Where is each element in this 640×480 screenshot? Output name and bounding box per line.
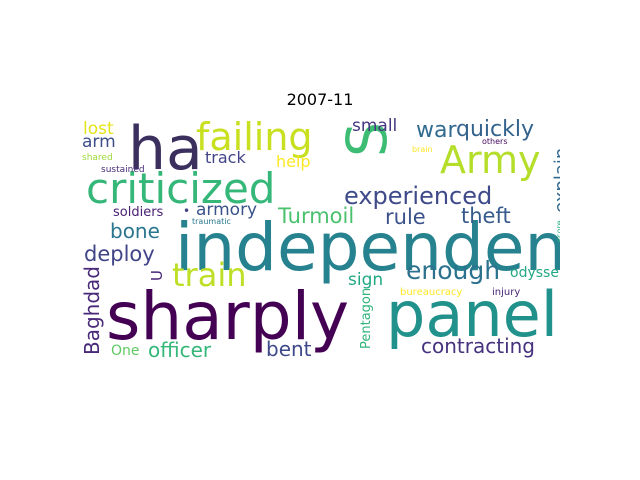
word-deploy: deploy bbox=[84, 242, 155, 266]
word-failing: failing bbox=[196, 118, 313, 159]
word-independent: independent bbox=[175, 209, 560, 286]
word-brain: brain bbox=[412, 145, 433, 154]
word-officer: officer bbox=[148, 338, 212, 362]
word-pentagon: Pentagon bbox=[359, 287, 374, 349]
word-bureaucracy: bureaucracy bbox=[400, 287, 463, 298]
word-arm: arm bbox=[82, 132, 116, 152]
word-enough: enough bbox=[406, 256, 501, 285]
word-contracting: contracting bbox=[421, 334, 535, 358]
word-odyssey: odyssey bbox=[510, 265, 560, 281]
word-armory: armory bbox=[196, 200, 258, 220]
word-sharply: sharply bbox=[106, 278, 350, 355]
word-baghdad: Baghdad bbox=[80, 266, 104, 355]
word-panel: panel bbox=[386, 278, 559, 351]
word-sustained: sustained bbox=[101, 165, 145, 175]
word-ha: ha bbox=[128, 118, 203, 184]
word-traumatic: traumatic bbox=[192, 217, 231, 226]
word-experienced: experienced bbox=[344, 182, 493, 210]
word-lost: lost bbox=[83, 119, 114, 139]
word-shared: shared bbox=[82, 153, 113, 163]
word-injury: injury bbox=[492, 287, 521, 298]
word-army: Army bbox=[440, 138, 541, 182]
word-bent: bent bbox=[266, 337, 312, 361]
word-others: others bbox=[482, 137, 508, 146]
word-explain: explain bbox=[551, 147, 560, 213]
word-track: track bbox=[205, 148, 246, 167]
word-turmoil: Turmoil bbox=[278, 204, 355, 228]
word-war: war bbox=[416, 118, 457, 143]
word-bone: bone bbox=[110, 219, 160, 243]
word-theft: theft bbox=[461, 204, 511, 228]
word-one: One bbox=[111, 343, 140, 359]
word-rule: rule bbox=[385, 205, 426, 229]
word-help: help bbox=[276, 152, 311, 171]
word-score: score bbox=[555, 220, 560, 243]
word-train: train bbox=[172, 256, 247, 294]
word-sign: sign bbox=[348, 270, 384, 290]
word-u: U bbox=[148, 270, 166, 281]
word-soldiers: soldiers bbox=[113, 205, 164, 220]
word-quickly: quickly bbox=[456, 118, 534, 142]
word-small: small bbox=[352, 118, 398, 136]
word-criticized: criticized bbox=[86, 164, 276, 213]
chart-title: 2007-11 bbox=[286, 90, 354, 109]
word-dot: • bbox=[183, 204, 191, 218]
